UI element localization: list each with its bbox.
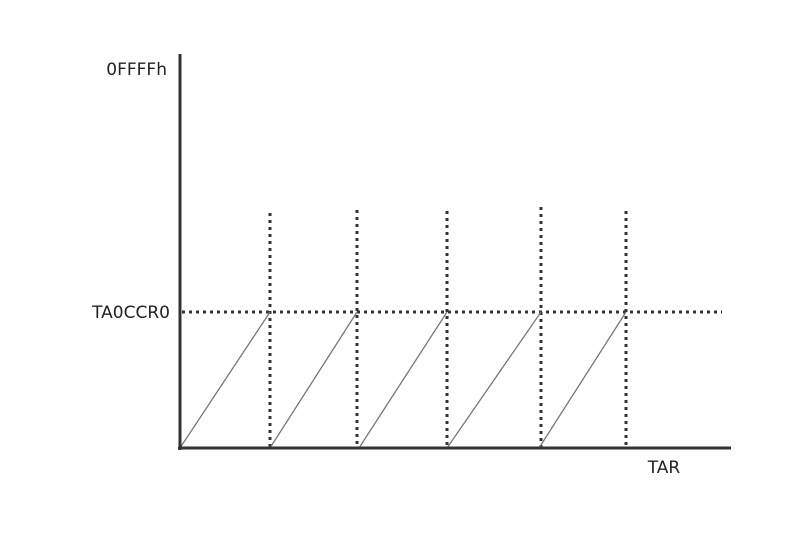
compare-label: TA0CCR0 <box>91 303 170 323</box>
y-max-label: 0FFFFh <box>106 60 167 80</box>
ramp <box>269 311 358 449</box>
x-axis-label: TAR <box>647 458 681 478</box>
ramp <box>446 311 542 449</box>
ramp <box>538 311 627 449</box>
ramp <box>358 311 448 449</box>
ramp <box>179 311 271 449</box>
